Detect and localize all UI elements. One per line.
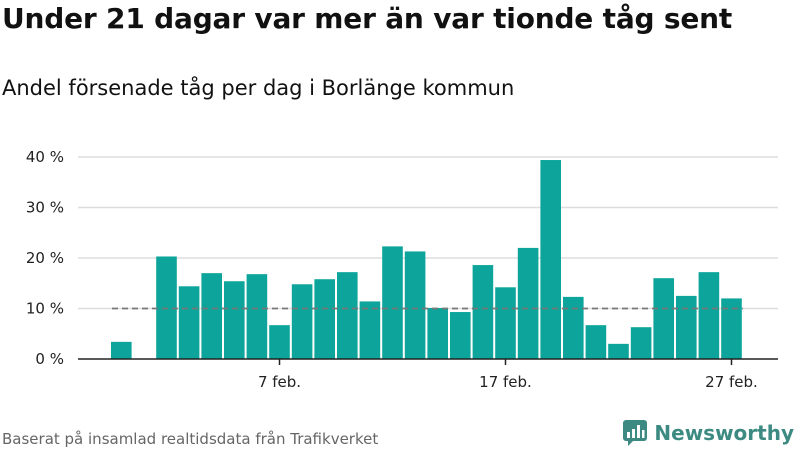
bar (450, 312, 471, 359)
bar (517, 247, 539, 359)
bar (291, 284, 313, 359)
newsworthy-logo-icon (623, 420, 648, 446)
y-tick-label: 20 % (26, 249, 64, 267)
bar (495, 287, 516, 359)
bar-chart: 0 % 10 % 20 % 30 % 40 % 7 feb. 17 feb. 27 feb. (26, 148, 778, 391)
bar (246, 274, 268, 359)
bar (111, 341, 132, 359)
y-tick-label: 10 % (26, 300, 64, 318)
bar (563, 296, 584, 359)
y-tick-label: 0 % (35, 350, 64, 368)
bar (314, 279, 335, 359)
x-tick-label: 17 feb. (479, 373, 532, 391)
bar (721, 298, 742, 359)
bar (653, 278, 674, 359)
bar (224, 281, 245, 359)
y-tick-label: 40 % (26, 148, 64, 166)
bar (382, 246, 403, 359)
bar (472, 265, 494, 359)
x-tick-label: 27 feb. (705, 373, 758, 391)
bar (201, 273, 222, 359)
chart-subtitle: Andel försenade tåg per dag i Borlänge k… (2, 76, 515, 100)
chart-title: Under 21 dagar var mer än var tionde tåg… (2, 2, 733, 35)
bar (630, 327, 652, 359)
bar (608, 343, 629, 359)
bar (427, 307, 448, 359)
bar (540, 160, 561, 359)
bar (337, 272, 358, 359)
bar (359, 301, 381, 359)
newsworthy-brand[interactable]: Newsworthy (622, 419, 794, 447)
x-tick-label: 7 feb. (258, 373, 301, 391)
bar (178, 286, 200, 359)
bar (585, 325, 607, 359)
y-tick-label: 30 % (26, 199, 64, 217)
bar (404, 251, 426, 359)
bar (698, 272, 720, 359)
source-note: Baserat på insamlad realtidsdata från Tr… (2, 430, 379, 448)
bar (269, 325, 290, 359)
brand-name: Newsworthy (654, 421, 794, 445)
bar (676, 295, 697, 359)
